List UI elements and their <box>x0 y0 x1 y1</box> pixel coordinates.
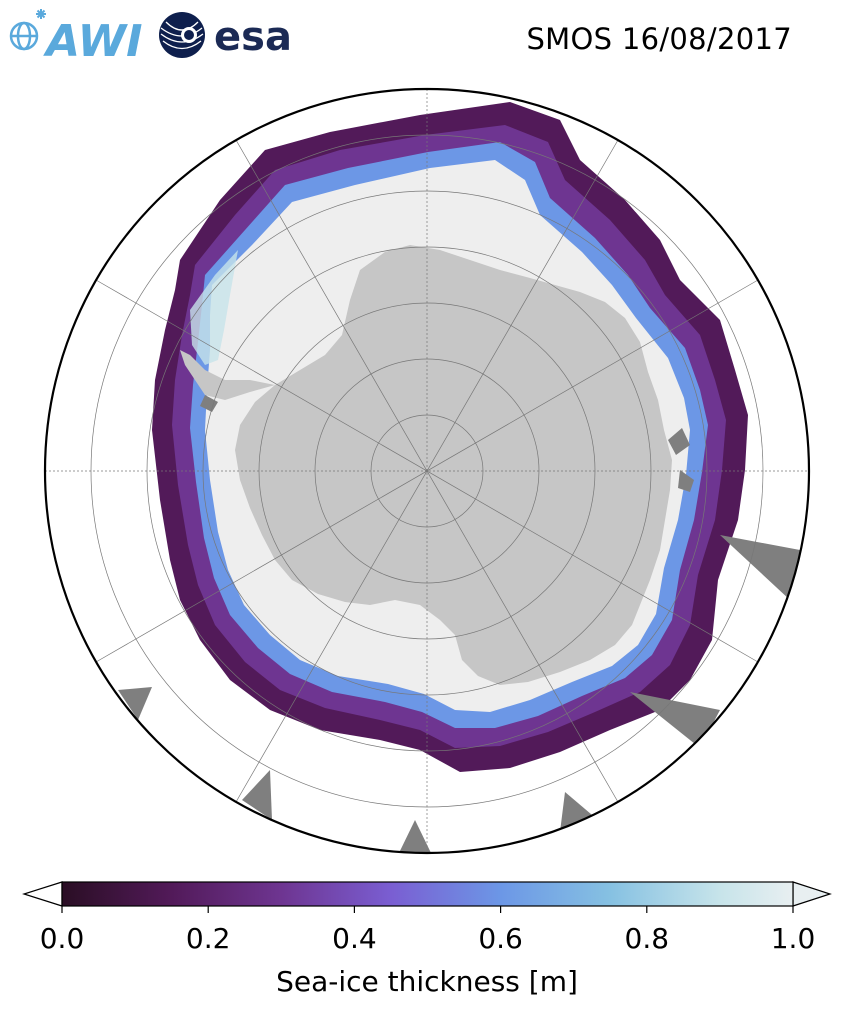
ice-shelf-ronne <box>200 395 218 412</box>
awi-star-icon <box>36 9 46 19</box>
colorbar-extend-high <box>792 881 832 907</box>
colorbar-tick-label: 0.6 <box>478 922 523 955</box>
esa-logo: esa <box>159 12 292 60</box>
colorbar-tick-label: 0.8 <box>625 922 670 955</box>
colorbar: 0.0 0.2 0.4 0.6 0.8 1.0 Sea-ice thickness [m] <box>22 881 832 998</box>
awi-globe-icon <box>9 21 39 51</box>
map-title: SMOS 16/08/2017 <box>526 22 792 56</box>
colorbar-tick-label: 0.4 <box>332 922 377 955</box>
colorbar-extend-low <box>22 881 63 907</box>
polar-map <box>43 87 811 855</box>
mask-wedge-east <box>720 535 800 600</box>
colorbar-tick-label: 1.0 <box>771 922 816 955</box>
map-frame <box>43 87 811 855</box>
weddell-ice-gradient <box>190 250 238 365</box>
ice-shelf-amery <box>678 470 694 492</box>
antarctica-landmass <box>235 245 672 685</box>
colorbar-ticks: 0.0 0.2 0.4 0.6 0.8 1.0 <box>40 906 816 955</box>
mask-wedge-west <box>118 687 152 720</box>
colorbar-gradient <box>61 881 794 907</box>
mask-wedge-southeast <box>630 692 720 748</box>
mask-wedge-southwest <box>242 770 272 820</box>
esa-logo-text: esa <box>214 14 292 60</box>
esa-emblem-icon <box>159 12 205 58</box>
antarctic-peninsula <box>180 350 275 400</box>
ice-shelf-east <box>668 428 690 455</box>
awi-logo-text: AWI <box>43 16 143 62</box>
awi-logo: AWI <box>9 9 143 62</box>
header: AWI esa SMOS 16/08/2017 <box>0 0 854 80</box>
mask-wedge-south-2 <box>398 820 432 853</box>
graticule <box>45 89 809 853</box>
colorbar-label: Sea-ice thickness [m] <box>276 965 578 998</box>
colorbar-tick-label: 0.2 <box>186 922 231 955</box>
colorbar-tick-label: 0.0 <box>40 922 85 955</box>
